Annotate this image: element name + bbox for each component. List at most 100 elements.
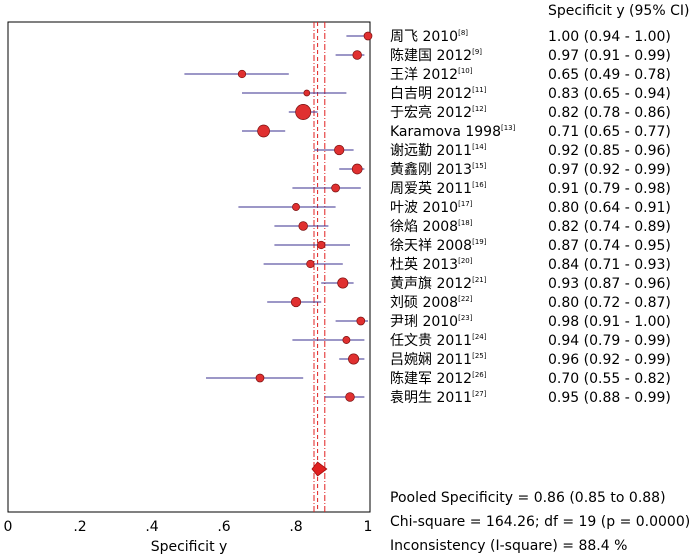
study-label: 尹琍 2010[23] — [390, 314, 473, 330]
study-reference: [19] — [472, 238, 487, 246]
study-reference: [12] — [472, 105, 487, 113]
study-name: 徐焰 2008 — [390, 219, 458, 235]
study-label: 谢远勤 2011[14] — [390, 143, 487, 159]
study-ci-text: 0.93 (0.87 - 0.96) — [548, 276, 671, 292]
study-row: 谢远勤 2011[14] 0.92 (0.85 - 0.96) — [314, 143, 671, 159]
study-point — [317, 240, 326, 250]
chi-square-text: Chi-square = 164.26; df = 19 (p = 0.0000… — [390, 514, 691, 530]
study-reference: [14] — [472, 143, 487, 151]
study-point — [298, 221, 308, 231]
study-point — [237, 69, 247, 79]
study-label: 吕婉娴 2011[25] — [390, 352, 487, 368]
study-row: 吕婉娴 2011[25] 0.96 (0.92 - 0.99) — [339, 352, 671, 368]
study-name: 叶波 2010 — [390, 200, 458, 216]
x-axis-label: Specificit y — [151, 539, 228, 555]
study-reference: [27] — [472, 390, 487, 398]
study-point — [255, 373, 265, 383]
x-tick-label: .2 — [73, 519, 86, 535]
study-row: Karamova 1998[13] 0.71 (0.65 - 0.77) — [242, 124, 671, 140]
study-label: 叶波 2010[17] — [390, 200, 473, 216]
study-row: 杜英 2013[20] 0.84 (0.71 - 0.93) — [263, 256, 671, 273]
study-reference: [15] — [472, 162, 487, 170]
study-row: 尹琍 2010[23] 0.98 (0.91 - 1.00) — [335, 314, 671, 330]
study-ci-text: 0.83 (0.65 - 0.94) — [548, 86, 671, 102]
study-row: 白吉明 2012[11] 0.83 (0.65 - 0.94) — [242, 86, 671, 102]
study-label: 王洋 2012[10] — [390, 67, 473, 83]
study-name: 黄声旗 2012 — [390, 275, 472, 292]
study-name: 王洋 2012 — [390, 67, 458, 83]
study-label: 周飞 2010[8] — [390, 29, 468, 45]
plot-frame — [7, 21, 371, 513]
study-point — [342, 336, 351, 344]
study-point — [257, 124, 270, 138]
study-reference: [23] — [458, 314, 473, 322]
study-point — [363, 31, 373, 41]
study-point — [345, 392, 355, 402]
study-label: 徐焰 2008[18] — [390, 219, 473, 235]
study-ci-text: 0.70 (0.55 - 0.82) — [548, 371, 671, 387]
study-reference: [21] — [472, 276, 487, 284]
study-ci-text: 0.82 (0.74 - 0.89) — [548, 219, 671, 235]
study-label: 周爱英 2011[16] — [390, 180, 487, 197]
study-reference: [25] — [472, 352, 487, 360]
study-point — [352, 50, 362, 60]
study-name: 袁明生 2011 — [390, 390, 472, 406]
study-ci-text: 0.87 (0.74 - 0.95) — [548, 238, 671, 254]
study-row: 黄声旗 2012[21] 0.93 (0.87 - 0.96) — [321, 275, 671, 292]
study-ci-text: 0.98 (0.91 - 1.00) — [548, 314, 671, 330]
study-ci-text: 0.71 (0.65 - 0.77) — [548, 124, 671, 140]
study-point — [306, 259, 315, 269]
study-name: 杜英 2013 — [390, 256, 458, 273]
study-reference: [10] — [458, 67, 473, 75]
study-ci-text: 0.96 (0.92 - 0.99) — [548, 352, 671, 368]
study-row: 周爱英 2011[16] 0.91 (0.79 - 0.98) — [292, 180, 671, 197]
study-reference: [16] — [472, 181, 487, 189]
study-reference: [8] — [458, 29, 468, 37]
column-header: Specificit y (95% CI) — [548, 3, 689, 19]
study-name: 黄鑫刚 2013 — [390, 161, 472, 178]
study-reference: [22] — [458, 295, 473, 303]
study-name: 陈建军 2012 — [390, 370, 472, 387]
study-row: 于宏亮 2012[12] 0.82 (0.78 - 0.86) — [288, 104, 671, 121]
inconsistency-text: Inconsistency (I-square) = 88.4 % — [390, 538, 628, 554]
study-point — [351, 163, 363, 175]
x-tick-label: 1 — [364, 519, 373, 535]
study-name: Karamova 1998 — [390, 124, 501, 140]
study-ci-text: 0.94 (0.79 - 0.99) — [548, 333, 671, 349]
study-reference: [20] — [458, 257, 473, 265]
study-row: 任文贵 2011[24] 0.94 (0.79 - 0.99) — [292, 333, 671, 349]
study-row: 徐天祥 2008[19] 0.87 (0.74 - 0.95) — [274, 238, 671, 254]
study-row: 陈建军 2012[26] 0.70 (0.55 - 0.82) — [206, 370, 671, 387]
study-label: 杜英 2013[20] — [390, 256, 473, 273]
study-ci-text: 0.82 (0.78 - 0.86) — [548, 105, 671, 121]
study-row: 叶波 2010[17] 0.80 (0.64 - 0.91) — [238, 200, 671, 216]
study-point — [334, 144, 345, 156]
study-label: 袁明生 2011[27] — [390, 390, 487, 406]
study-name: 周爱英 2011 — [390, 180, 472, 197]
study-ci-text: 0.80 (0.72 - 0.87) — [548, 295, 671, 311]
study-name: 任文贵 2011 — [390, 333, 472, 349]
pooled-estimate-text: Pooled Specificity = 0.86 (0.85 to 0.88) — [390, 490, 666, 506]
study-reference: [26] — [472, 371, 487, 379]
study-ci-text: 0.65 (0.49 - 0.78) — [548, 67, 671, 83]
study-name: 陈建国 2012 — [390, 47, 472, 64]
x-tick-label: .4 — [145, 519, 158, 535]
x-tick-label: 0 — [4, 519, 13, 535]
study-ci-text: 1.00 (0.94 - 1.00) — [548, 29, 671, 45]
study-name: 白吉明 2012 — [390, 86, 472, 102]
study-ci-text: 0.97 (0.92 - 0.99) — [548, 162, 671, 178]
study-label: 陈建国 2012[9] — [390, 47, 482, 64]
study-reference: [17] — [458, 200, 473, 208]
study-name: 周飞 2010 — [390, 29, 458, 45]
study-row: 徐焰 2008[18] 0.82 (0.74 - 0.89) — [274, 219, 671, 235]
study-label: 黄鑫刚 2013[15] — [390, 161, 487, 178]
study-point — [290, 296, 302, 308]
study-reference: [24] — [472, 333, 487, 341]
study-point — [331, 183, 340, 193]
study-name: 刘硕 2008 — [390, 295, 458, 311]
study-ci-text: 0.92 (0.85 - 0.96) — [548, 143, 671, 159]
study-row: 袁明生 2011[27] 0.95 (0.88 - 0.99) — [324, 390, 671, 406]
study-row: 黄鑫刚 2013[15] 0.97 (0.92 - 0.99) — [339, 161, 671, 178]
study-ci-text: 0.97 (0.91 - 0.99) — [548, 48, 671, 64]
